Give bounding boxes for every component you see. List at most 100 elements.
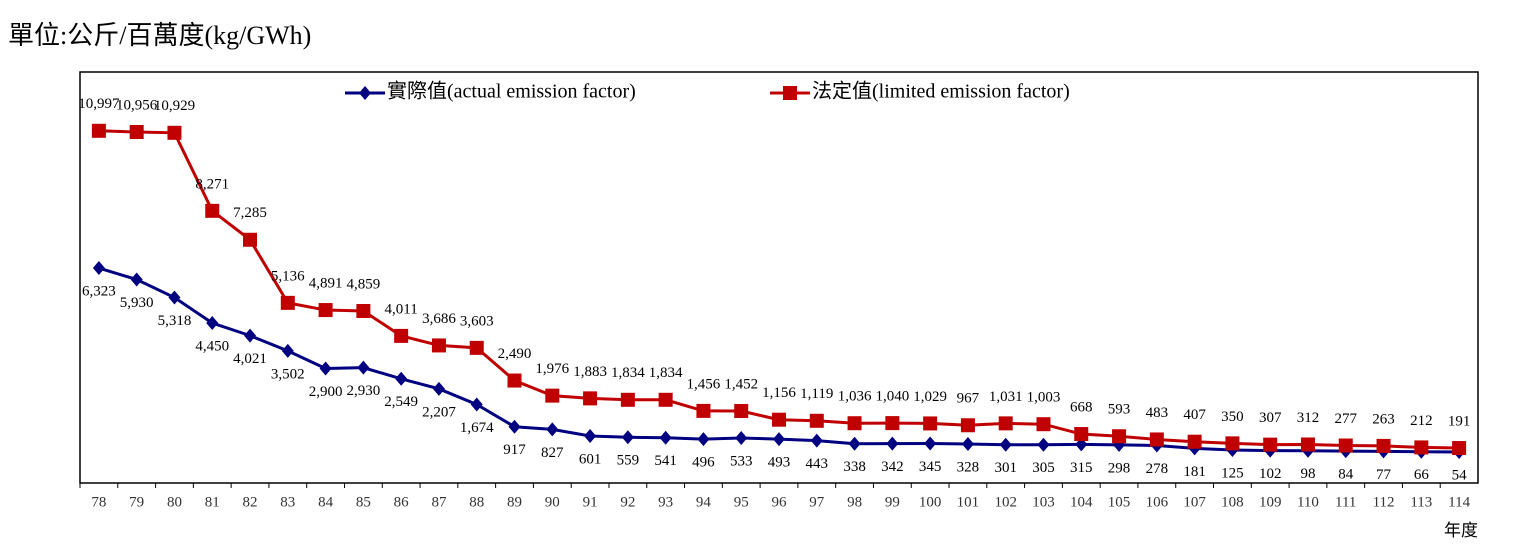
x-tick-label: 106: [1146, 494, 1169, 510]
data-point: [735, 430, 748, 445]
x-tick-label: 82: [243, 494, 258, 510]
data-point: [394, 328, 409, 343]
data-label: 345: [919, 459, 942, 475]
data-label: 1,456: [687, 376, 721, 392]
data-label: 917: [503, 442, 526, 458]
data-point: [168, 290, 181, 305]
data-point: [960, 418, 975, 433]
data-point: [810, 433, 823, 448]
data-label: 5,318: [158, 313, 192, 329]
data-label: 350: [1221, 409, 1244, 425]
x-tick-label: 96: [772, 494, 788, 510]
data-label: 301: [994, 460, 1017, 476]
data-point: [658, 392, 673, 407]
x-tick-label: 102: [994, 494, 1017, 510]
data-point: [508, 419, 521, 434]
data-label: 10,956: [116, 97, 158, 113]
data-point: [92, 261, 105, 276]
data-label: 5,930: [120, 295, 154, 311]
x-tick-label: 81: [205, 494, 220, 510]
data-label: 191: [1448, 413, 1471, 429]
data-label: 312: [1297, 410, 1320, 426]
data-label: 10,997: [78, 96, 120, 112]
data-label: 483: [1146, 405, 1169, 421]
data-point: [809, 413, 824, 428]
data-label: 315: [1070, 460, 1093, 476]
data-label: 263: [1372, 411, 1395, 427]
data-label: 1,031: [989, 389, 1023, 405]
data-label: 1,452: [724, 376, 758, 392]
data-label: 298: [1108, 460, 1131, 476]
data-label: 6,323: [82, 283, 116, 299]
data-label: 181: [1183, 464, 1206, 480]
data-point: [1300, 437, 1315, 452]
data-label: 2,930: [347, 383, 381, 399]
data-label: 125: [1221, 465, 1244, 481]
x-tick-label: 87: [431, 494, 447, 510]
data-point: [546, 422, 559, 437]
data-point: [356, 303, 371, 318]
x-tick-label: 100: [919, 494, 942, 510]
data-point: [432, 381, 445, 396]
legend-label: 實際值(actual emission factor): [387, 80, 636, 103]
data-point: [91, 123, 106, 138]
data-point: [848, 436, 861, 451]
data-point: [129, 125, 144, 140]
data-label: 827: [541, 445, 564, 461]
data-point: [924, 436, 937, 451]
data-label: 4,011: [385, 301, 418, 317]
x-tick-label: 107: [1183, 494, 1206, 510]
data-point: [697, 432, 710, 447]
data-label: 601: [579, 451, 602, 467]
data-point: [1112, 429, 1127, 444]
data-point: [1338, 438, 1353, 453]
data-label: 1,834: [611, 365, 645, 381]
x-tick-label: 113: [1410, 494, 1432, 510]
data-point: [206, 316, 219, 331]
x-tick-label: 104: [1070, 494, 1093, 510]
data-point: [998, 416, 1013, 431]
data-label: 4,859: [347, 276, 381, 292]
data-point: [885, 416, 900, 431]
x-tick-label: 93: [658, 494, 673, 510]
data-point: [1036, 417, 1051, 432]
data-point: [1414, 440, 1429, 455]
data-label: 2,549: [384, 394, 418, 410]
data-point: [395, 371, 408, 386]
data-point: [243, 232, 258, 247]
data-point: [319, 361, 332, 376]
data-label: 4,450: [195, 338, 229, 354]
data-label: 1,976: [535, 361, 569, 377]
data-label: 278: [1146, 461, 1169, 477]
data-point: [1376, 438, 1391, 453]
x-tick-label: 101: [957, 494, 980, 510]
data-point: [847, 416, 862, 431]
x-tick-label: 88: [469, 494, 484, 510]
data-label: 1,674: [460, 420, 494, 436]
x-tick-label: 80: [167, 494, 182, 510]
data-point: [621, 430, 634, 445]
data-point: [734, 404, 749, 419]
data-label: 5,136: [271, 268, 305, 284]
data-label: 342: [881, 459, 904, 475]
x-tick-label: 78: [91, 494, 106, 510]
legend-marker: [783, 86, 797, 100]
data-label: 1,156: [762, 385, 796, 401]
x-tick-label: 99: [885, 494, 900, 510]
x-tick-label: 111: [1335, 494, 1356, 510]
data-point: [1452, 441, 1467, 456]
data-label: 2,207: [422, 404, 456, 420]
data-point: [167, 125, 182, 140]
data-label: 10,929: [154, 98, 195, 114]
data-label: 1,883: [573, 364, 607, 380]
data-label: 66: [1414, 467, 1430, 483]
data-label: 493: [768, 455, 791, 471]
data-label: 4,891: [309, 275, 343, 291]
data-point: [545, 388, 560, 403]
x-tick-label: 84: [318, 494, 334, 510]
data-point: [923, 416, 938, 431]
x-tick-label: 89: [507, 494, 522, 510]
data-label: 3,502: [271, 366, 305, 382]
data-label: 1,036: [838, 389, 872, 405]
x-tick-label: 98: [847, 494, 862, 510]
